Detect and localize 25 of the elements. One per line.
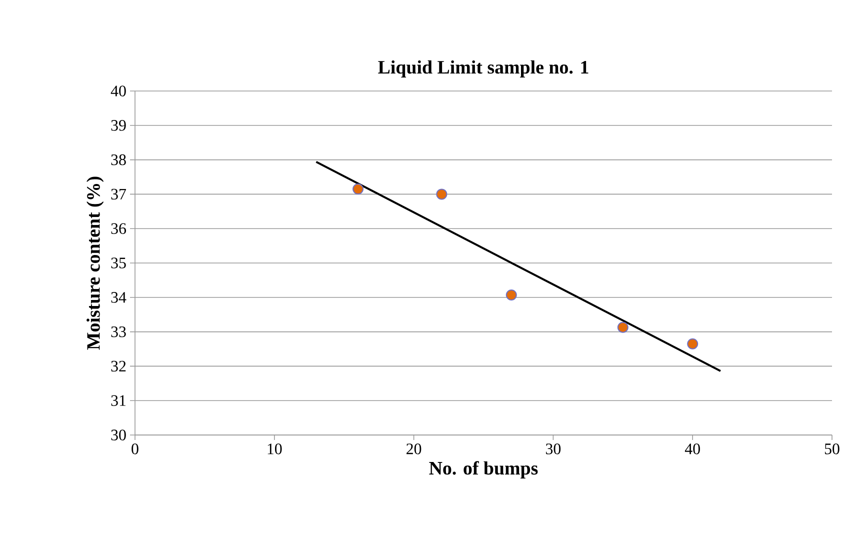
x-tick-label: 0: [132, 444, 138, 454]
x-tick-label: 20: [406, 444, 422, 454]
chart-title: Liquid Limit sample no. 1: [378, 60, 588, 78]
y-tick-label: 36: [111, 223, 126, 234]
point: [436, 188, 448, 200]
point: [687, 338, 698, 350]
point: [617, 322, 628, 333]
y-tick-label: 32: [111, 360, 126, 372]
y-tick-label: 37: [111, 188, 126, 200]
point: [506, 289, 517, 300]
y-tick-label: 30: [111, 430, 126, 440]
y-tick-label: 31: [111, 395, 126, 406]
y-tick-label: 34: [111, 292, 126, 303]
x-axis-title: No. of bumps: [429, 461, 538, 478]
y-tick-label: 39: [111, 120, 126, 131]
point: [352, 184, 364, 195]
y-tick-label: 35: [111, 258, 126, 268]
y-axis-title: Moisture content (%): [86, 176, 104, 350]
x-tick-label: 50: [824, 444, 840, 454]
y-tick-label: 40: [110, 86, 126, 96]
x-tick-label: 30: [546, 444, 561, 454]
x-tick-label: 40: [684, 444, 700, 454]
y-tick-label: 33: [111, 326, 126, 338]
y-tick-label: 38: [111, 154, 126, 166]
x-tick-label: 10: [268, 444, 282, 454]
